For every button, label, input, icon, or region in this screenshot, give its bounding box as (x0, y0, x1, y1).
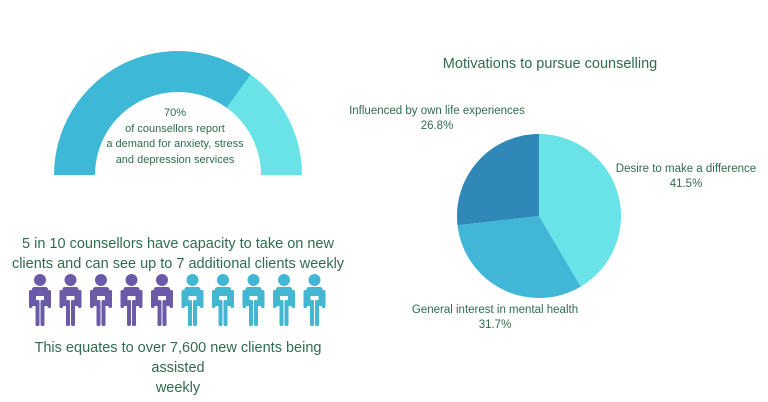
pie-slice-desire (539, 134, 621, 287)
person-icon-highlighted (120, 274, 143, 326)
equates-line-1: This equates to over 7,600 new clients b… (34, 340, 322, 376)
pie-label-desire-text: Desire to make a difference (615, 163, 757, 175)
people-pictograph (29, 274, 326, 326)
gauge-text-line-1: of counsellors report (125, 122, 225, 135)
gauge-chart (54, 50, 302, 175)
person-icon-highlighted (151, 274, 173, 326)
person-icon (181, 274, 204, 326)
pie-chart (457, 134, 621, 298)
person-icon-highlighted (29, 274, 51, 326)
pie-label-influenced-value: 26.8% (420, 120, 454, 132)
person-icon (242, 274, 265, 326)
pie-label-influenced-text: Influenced by own life experiences (349, 105, 525, 117)
gauge-text-line-3: and depression services (115, 153, 235, 166)
person-icon (273, 274, 295, 326)
capacity-statement: 5 in 10 counsellors have capacity to tak… (8, 234, 348, 274)
equates-line-2: weekly (155, 380, 201, 396)
gauge-label: 70% of counsellors report a demand for a… (98, 106, 252, 168)
gauge-text-line-2: a demand for anxiety, stress (106, 138, 244, 150)
capacity-line-2: clients and can see up to 7 additional c… (11, 256, 345, 272)
equates-statement: This equates to over 7,600 new clients b… (8, 338, 348, 398)
person-icon (212, 274, 234, 326)
capacity-line-1: 5 in 10 counsellors have capacity to tak… (22, 236, 334, 252)
pie-label-general: General interest in mental health 31.7% (392, 303, 598, 333)
person-icon-highlighted (59, 274, 82, 326)
pie-label-general-text: General interest in mental health (411, 304, 579, 316)
pie-slice-influenced (457, 134, 539, 226)
pie-label-general-value: 31.7% (478, 319, 512, 331)
gauge-filled-arc (54, 50, 251, 175)
pie-label-influenced: Influenced by own life experiences 26.8% (322, 104, 552, 134)
person-icon-highlighted (90, 274, 112, 326)
gauge-remaining-arc (226, 74, 302, 175)
pie-title: Motivations to pursue counselling (442, 56, 658, 72)
pie-label-desire-value: 41.5% (669, 178, 703, 190)
gauge-percent: 70% (163, 107, 187, 119)
person-icon (303, 274, 326, 326)
pie-slice-general-interest (457, 216, 581, 298)
pie-label-desire: Desire to make a difference 41.5% (606, 162, 766, 192)
